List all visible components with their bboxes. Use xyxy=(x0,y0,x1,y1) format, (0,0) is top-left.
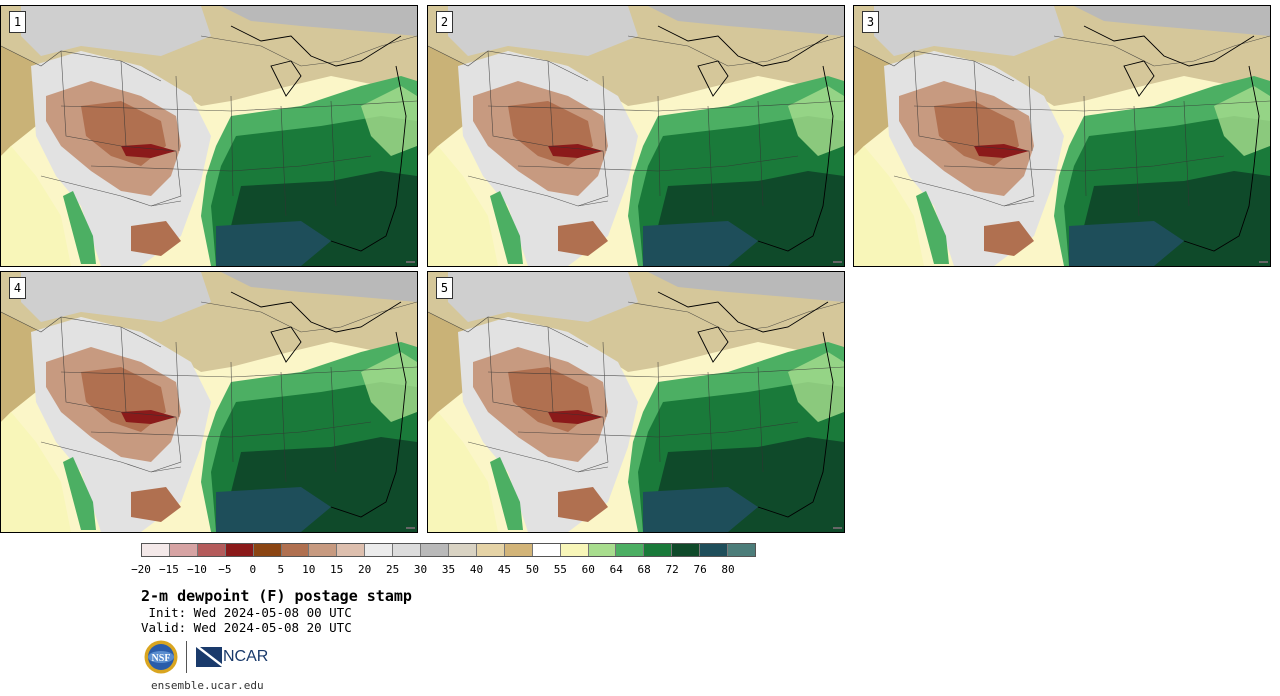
colorbar-swatch xyxy=(421,544,449,556)
colorbar-tick-label: 5 xyxy=(277,563,285,576)
dewpoint-map xyxy=(1,6,417,266)
colorbar-swatch xyxy=(672,544,701,556)
colorbar-swatch xyxy=(560,544,589,556)
colorbar-swatch xyxy=(253,544,282,556)
ncar-mark-icon xyxy=(196,647,222,667)
colorbar-tick-label: 10 xyxy=(302,563,316,576)
colorbar-tick-label: −5 xyxy=(218,563,232,576)
colorbar-tick-label: 50 xyxy=(525,563,539,576)
colorbar-tick-label: 55 xyxy=(553,563,567,576)
colorbar-tick-label: 80 xyxy=(721,563,735,576)
colorbar-swatch xyxy=(504,544,533,556)
colorbar-tick-label: −10 xyxy=(186,563,207,576)
colorbar-swatch xyxy=(700,544,729,556)
nsf-logo: NSF xyxy=(144,640,178,674)
panel-number: 1 xyxy=(9,11,26,33)
chart-title: 2-m dewpoint (F) postage stamp xyxy=(141,587,412,605)
dewpoint-map xyxy=(854,6,1270,266)
logos: NSF NCAR xyxy=(144,638,268,676)
colorbar-tick-label: −20 xyxy=(131,563,151,576)
panel-number: 3 xyxy=(862,11,879,33)
dewpoint-map xyxy=(428,6,844,266)
colorbar-swatch xyxy=(365,544,394,556)
map-panel-4: 4 xyxy=(0,271,418,533)
colorbar-swatch xyxy=(281,544,310,556)
colorbar xyxy=(141,543,756,557)
colorbar-tick-label: 0 xyxy=(249,563,257,576)
colorbar-tick-label: −15 xyxy=(159,563,179,576)
colorbar-swatch xyxy=(197,544,226,556)
colorbar-swatch xyxy=(644,544,673,556)
colorbar-swatch xyxy=(728,544,755,556)
colorbar-swatch xyxy=(616,544,645,556)
valid-time: Valid: Wed 2024-05-08 20 UTC xyxy=(141,620,352,635)
colorbar-swatch xyxy=(337,544,366,556)
panel-number: 2 xyxy=(436,11,453,33)
dewpoint-map xyxy=(428,272,844,532)
colorbar-tick-label: 60 xyxy=(581,563,595,576)
colorbar-tick-label: 45 xyxy=(497,563,512,576)
colorbar-tick-label: 20 xyxy=(358,563,372,576)
colorbar-swatch xyxy=(532,544,561,556)
colorbar-tick-label: 72 xyxy=(665,563,679,576)
colorbar-tick-label: 64 xyxy=(609,563,623,576)
svg-text:NSF: NSF xyxy=(152,653,171,664)
map-panel-1: 1 xyxy=(0,5,418,267)
panel-number: 5 xyxy=(436,277,453,299)
map-panel-3: 3 xyxy=(853,5,1271,267)
colorbar-swatch xyxy=(588,544,617,556)
colorbar-tick-label: 76 xyxy=(693,563,707,576)
colorbar-swatch xyxy=(142,544,170,556)
colorbar-tick-label: 25 xyxy=(385,563,400,576)
colorbar-tick-label: 40 xyxy=(469,563,484,576)
site-url: ensemble.ucar.edu xyxy=(151,679,264,692)
colorbar-tick-label: 68 xyxy=(637,563,651,576)
ncar-logo: NCAR xyxy=(196,647,268,667)
colorbar-swatch xyxy=(476,544,505,556)
colorbar-swatch xyxy=(225,544,254,556)
colorbar-swatch xyxy=(448,544,477,556)
colorbar-swatch xyxy=(309,544,338,556)
map-panel-2: 2 xyxy=(427,5,845,267)
colorbar-tick-label: 30 xyxy=(413,563,428,576)
dewpoint-map xyxy=(1,272,417,532)
init-time: Init: Wed 2024-05-08 00 UTC xyxy=(141,605,352,620)
colorbar-tick-label: 15 xyxy=(330,563,344,576)
ncar-wordmark: NCAR xyxy=(223,648,269,665)
colorbar-swatch xyxy=(393,544,422,556)
panel-number: 4 xyxy=(9,277,26,299)
map-panel-5: 5 xyxy=(427,271,845,533)
colorbar-tick-label: 35 xyxy=(441,563,456,576)
logo-divider xyxy=(186,641,187,673)
colorbar-swatch xyxy=(169,544,198,556)
